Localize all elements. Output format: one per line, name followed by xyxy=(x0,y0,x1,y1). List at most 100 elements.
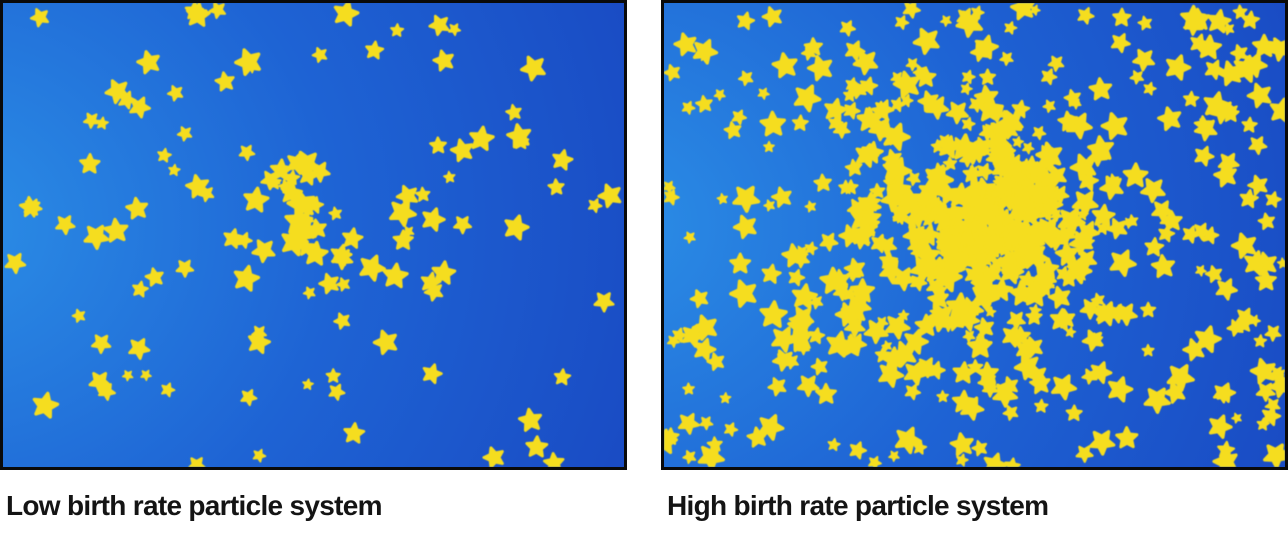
star-particle-icon xyxy=(1106,173,1120,187)
star-particle-icon xyxy=(422,363,443,385)
star-particle-icon xyxy=(1254,269,1277,291)
star-particle-icon xyxy=(808,327,826,345)
star-particle-icon xyxy=(856,106,883,132)
star-particle-icon xyxy=(942,156,958,171)
star-particle-icon xyxy=(1112,7,1132,27)
star-particle-icon xyxy=(1231,412,1242,424)
star-particle-icon xyxy=(132,280,149,298)
star-particle-icon xyxy=(449,138,474,163)
star-particle-icon xyxy=(998,110,1024,135)
star-particle-icon xyxy=(1122,217,1135,229)
star-particle-icon xyxy=(940,15,952,27)
star-particle-icon xyxy=(4,252,27,275)
star-particle-icon xyxy=(29,8,50,28)
star-particle-icon xyxy=(90,334,112,355)
star-particle-icon xyxy=(71,308,86,323)
star-particle-icon xyxy=(1041,193,1064,217)
star-particle-icon xyxy=(936,390,949,403)
star-particle-icon xyxy=(423,281,444,302)
star-particle-icon xyxy=(311,46,328,63)
star-particle-icon xyxy=(121,370,134,382)
star-particle-icon xyxy=(1070,98,1082,110)
star-particle-icon xyxy=(1029,303,1042,317)
star-particle-icon xyxy=(359,254,386,282)
star-particle-icon xyxy=(286,151,310,175)
star-particle-icon xyxy=(125,196,149,220)
star-particle-icon xyxy=(1166,54,1192,81)
star-particle-icon xyxy=(731,109,748,126)
star-particle-icon xyxy=(783,353,799,370)
star-particle-icon xyxy=(1091,203,1116,228)
star-particle-icon xyxy=(1088,77,1113,101)
star-particle-icon xyxy=(157,147,172,163)
star-particle-icon xyxy=(233,264,261,292)
star-particle-icon xyxy=(414,186,431,202)
star-particle-icon xyxy=(664,180,676,194)
star-particle-icon xyxy=(819,232,839,252)
star-particle-icon xyxy=(443,170,456,184)
star-particle-icon xyxy=(1010,168,1027,185)
star-particle-icon xyxy=(1109,249,1137,278)
star-particle-icon xyxy=(55,215,76,236)
star-particle-icon xyxy=(1006,311,1026,331)
star-particle-icon xyxy=(1226,319,1244,337)
star-particle-icon xyxy=(999,376,1019,396)
star-particle-icon xyxy=(1002,324,1025,348)
star-particle-icon xyxy=(1151,200,1174,223)
star-particle-icon xyxy=(737,70,754,87)
star-particle-icon xyxy=(542,452,565,467)
star-particle-icon xyxy=(947,182,974,208)
star-particle-icon xyxy=(1269,97,1285,124)
star-particle-icon xyxy=(243,186,270,213)
star-particle-icon xyxy=(240,389,258,407)
star-particle-icon xyxy=(1144,237,1165,257)
particle-canvas-high xyxy=(661,0,1288,470)
star-particle-icon xyxy=(1267,37,1285,62)
star-particle-icon xyxy=(1025,308,1043,325)
star-particle-icon xyxy=(1166,364,1195,392)
star-particle-icon xyxy=(906,171,921,187)
star-particle-icon xyxy=(681,323,706,348)
star-particle-icon xyxy=(683,231,696,244)
star-particle-icon xyxy=(796,375,820,398)
star-particle-icon xyxy=(716,192,728,205)
star-particle-icon xyxy=(1018,270,1037,289)
star-particle-icon xyxy=(1269,366,1285,381)
star-particle-icon xyxy=(343,422,366,444)
caption-low-birth-rate: Low birth rate particle system xyxy=(6,490,382,521)
star-particle-icon xyxy=(504,214,530,241)
star-particle-icon xyxy=(970,195,1000,224)
star-particle-icon xyxy=(1244,250,1270,276)
star-particle-icon xyxy=(234,48,261,76)
star-particle-icon xyxy=(95,116,109,130)
particle-system-comparison-figure: Low birth rate particle system High birt… xyxy=(0,0,1288,523)
star-particle-icon xyxy=(883,122,911,151)
star-particle-icon xyxy=(1249,314,1261,327)
star-particle-icon xyxy=(843,102,861,120)
star-particle-icon xyxy=(689,289,709,309)
star-particle-icon xyxy=(1032,126,1047,141)
star-particle-icon xyxy=(925,302,955,333)
star-particle-icon xyxy=(1078,170,1099,192)
star-particle-icon xyxy=(664,189,680,206)
star-particle-icon xyxy=(863,319,889,345)
star-particle-icon xyxy=(103,217,129,243)
star-particle-icon xyxy=(1002,404,1019,421)
star-particle-icon xyxy=(318,272,339,295)
star-particle-icon xyxy=(1042,99,1056,113)
star-particle-icon xyxy=(960,82,973,96)
star-particle-icon xyxy=(1215,278,1238,301)
star-particle-icon xyxy=(1122,162,1149,188)
star-particle-icon xyxy=(874,99,895,120)
star-particle-icon xyxy=(1087,332,1104,349)
star-particle-icon xyxy=(682,382,695,395)
star-particle-icon xyxy=(788,268,806,287)
star-particle-icon xyxy=(1204,59,1225,80)
panel-low-birth-rate: Low birth rate particle system xyxy=(0,0,627,523)
star-particle-icon xyxy=(970,272,994,296)
star-particle-icon xyxy=(1029,4,1041,16)
star-particle-icon xyxy=(1242,52,1268,78)
star-particle-icon xyxy=(342,227,364,249)
star-particle-icon xyxy=(706,352,725,371)
star-particle-icon xyxy=(1081,368,1098,385)
